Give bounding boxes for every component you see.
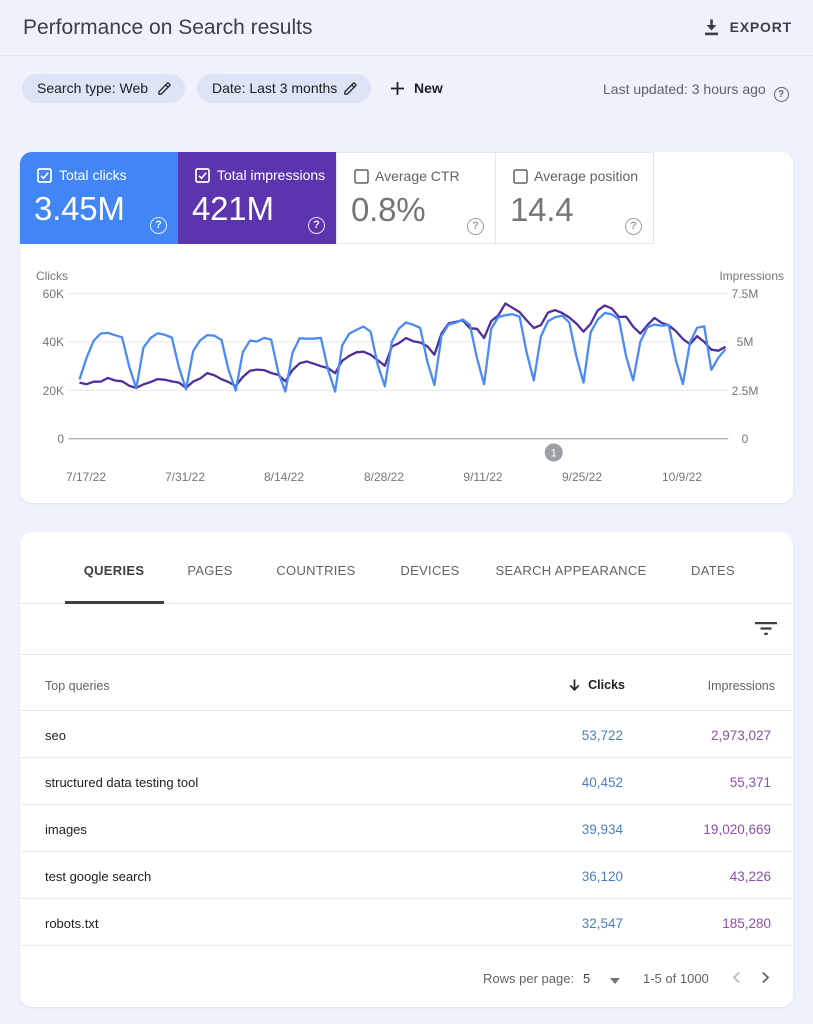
svg-text:1: 1 <box>551 448 557 460</box>
